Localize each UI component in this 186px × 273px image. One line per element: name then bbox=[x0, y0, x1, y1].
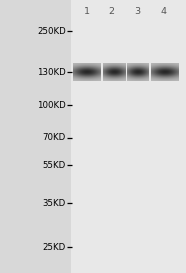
Text: 25KD: 25KD bbox=[43, 243, 66, 251]
Text: 1: 1 bbox=[84, 7, 90, 16]
Text: 35KD: 35KD bbox=[43, 199, 66, 208]
Text: 4: 4 bbox=[161, 7, 167, 16]
Text: 250KD: 250KD bbox=[37, 27, 66, 36]
Text: 3: 3 bbox=[135, 7, 141, 16]
Text: 2: 2 bbox=[109, 7, 115, 16]
Bar bbox=[71, 0, 186, 273]
Text: 130KD: 130KD bbox=[37, 68, 66, 77]
Text: 55KD: 55KD bbox=[43, 161, 66, 170]
Text: 70KD: 70KD bbox=[43, 133, 66, 142]
Text: 100KD: 100KD bbox=[37, 101, 66, 109]
